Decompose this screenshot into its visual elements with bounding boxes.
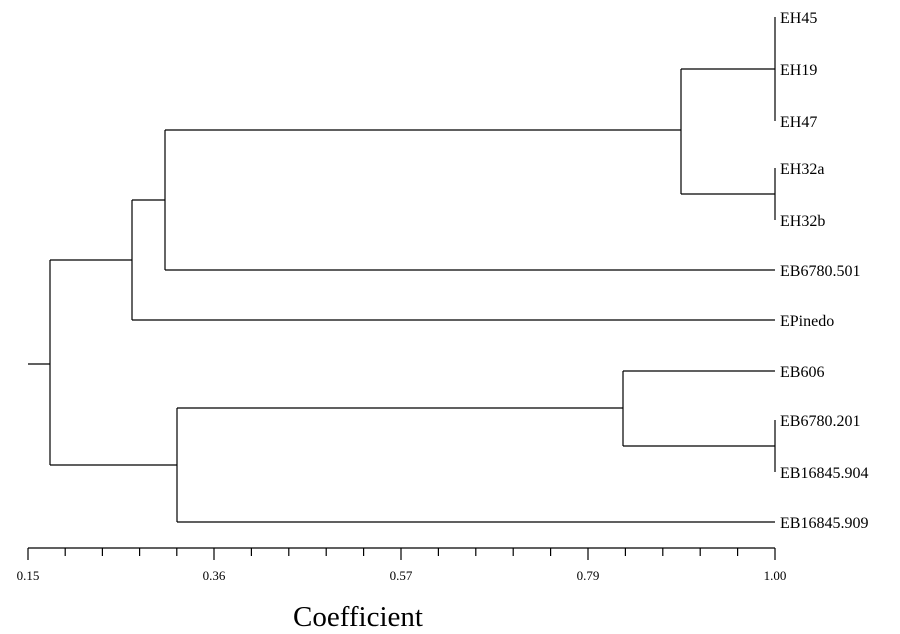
- leaf-label: EH19: [780, 62, 817, 79]
- leaf-label: EH32a: [780, 161, 824, 178]
- leaf-label: EB6780.201: [780, 413, 860, 430]
- leaf-label: EH32b: [780, 213, 825, 230]
- axis-tick-label: 0.15: [17, 568, 40, 583]
- x-axis: 0.15 0.36 0.57 0.79 1.00 Coefficient: [17, 547, 787, 633]
- leaf-label: EB6780.501: [780, 263, 860, 280]
- axis-tick-label: 0.79: [577, 568, 600, 583]
- leaf-label: EPinedo: [780, 313, 834, 330]
- axis-tick-label: 0.57: [390, 568, 413, 583]
- leaf-label: EH45: [780, 10, 817, 27]
- leaf-label: EB16845.904: [780, 465, 868, 482]
- leaf-label: EH47: [780, 114, 817, 131]
- axis-minor-ticks: [64, 548, 739, 556]
- leaf-label: EB16845.909: [780, 515, 868, 532]
- leaf-label: EB606: [780, 364, 824, 381]
- dendrogram-branches: [28, 17, 776, 523]
- leaf-labels: EH45 EH19 EH47 EH32a EH32b EB6780.501 EP…: [780, 10, 868, 532]
- axis-title: Coefficient: [293, 601, 423, 633]
- axis-tick-label: 0.36: [203, 568, 226, 583]
- axis-tick-label: 1.00: [764, 568, 787, 583]
